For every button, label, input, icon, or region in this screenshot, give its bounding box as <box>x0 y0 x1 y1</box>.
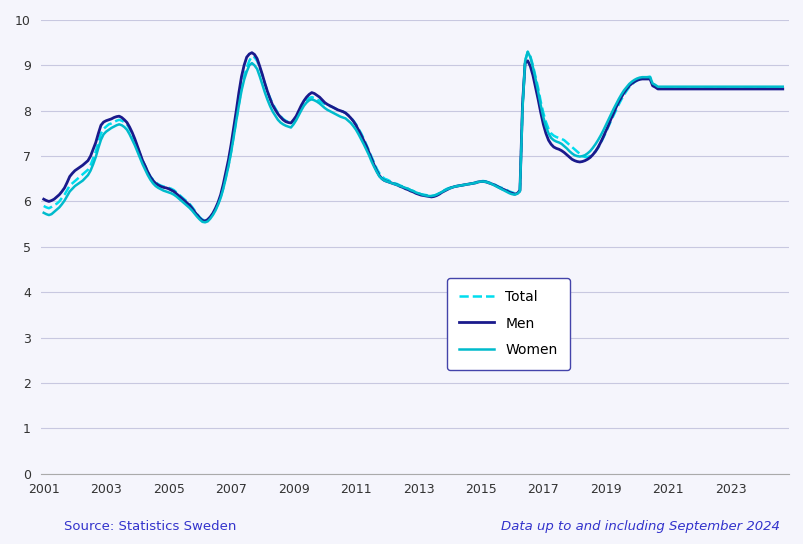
Women <box>418 192 428 199</box>
Men <box>421 193 430 199</box>
Women <box>561 145 571 152</box>
Total <box>777 85 787 91</box>
Text: Source: Statistics Sweden: Source: Statistics Sweden <box>64 520 236 533</box>
Women <box>164 189 173 196</box>
Legend: Total, Men, Women: Total, Men, Women <box>446 278 569 370</box>
Men <box>561 151 571 158</box>
Women <box>522 48 532 55</box>
Text: Data up to and including September 2024: Data up to and including September 2024 <box>500 520 779 533</box>
Total <box>504 188 514 195</box>
Women <box>200 219 210 226</box>
Women <box>504 190 514 196</box>
Line: Women: Women <box>43 52 782 222</box>
Women <box>39 209 48 216</box>
Men <box>382 178 392 185</box>
Total <box>379 176 389 182</box>
Men <box>39 196 48 202</box>
Men <box>200 218 210 224</box>
Women <box>777 83 787 90</box>
Men <box>777 86 787 92</box>
Total <box>418 191 428 198</box>
Line: Men: Men <box>43 53 782 221</box>
Total <box>561 139 571 146</box>
Men <box>247 50 256 56</box>
Women <box>654 83 664 90</box>
Total <box>39 203 48 209</box>
Line: Total: Total <box>43 52 782 220</box>
Men <box>164 186 173 192</box>
Men <box>507 190 516 196</box>
Men <box>654 86 664 92</box>
Women <box>379 177 389 184</box>
Total <box>654 85 664 91</box>
Total <box>522 48 532 55</box>
Total <box>200 217 210 224</box>
Total <box>164 184 173 191</box>
